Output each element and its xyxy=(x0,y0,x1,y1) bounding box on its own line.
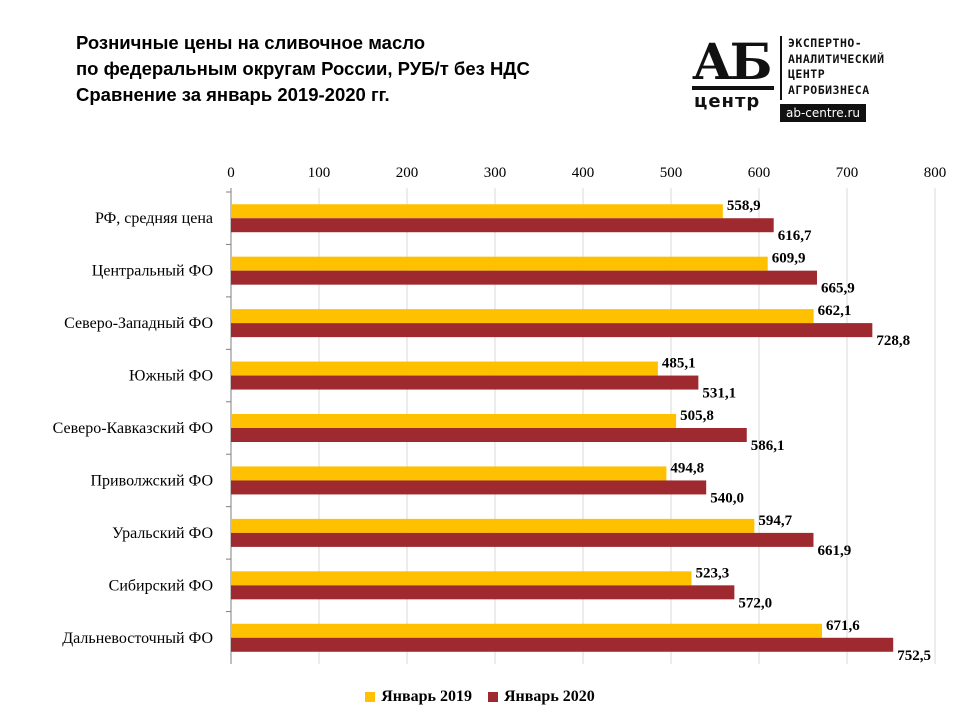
data-label: 616,7 xyxy=(778,228,812,244)
bar xyxy=(231,466,667,481)
data-label: 485,1 xyxy=(662,356,696,372)
logo-tagline-line: ЭКСПЕРТНО- xyxy=(788,36,863,50)
bar xyxy=(231,585,735,600)
bar xyxy=(231,480,707,495)
data-label: 558,9 xyxy=(727,198,761,214)
x-tick-label: 800 xyxy=(924,165,947,181)
bar xyxy=(231,623,823,638)
bar xyxy=(231,375,699,390)
logo-mark: АБ xyxy=(692,32,772,91)
data-label: 661,9 xyxy=(817,543,851,559)
x-tick-label: 100 xyxy=(308,165,331,181)
legend-label-2019: Январь 2019 xyxy=(381,688,472,705)
bar xyxy=(231,323,873,338)
bar xyxy=(231,256,768,271)
category-label: Приволжский ФО xyxy=(91,472,214,489)
x-tick-label: 500 xyxy=(660,165,683,181)
logo-mark-bar xyxy=(692,86,774,90)
data-label: 662,1 xyxy=(818,303,852,319)
category-label: Сибирский ФО xyxy=(109,577,213,594)
legend-swatch-2019 xyxy=(365,692,376,702)
bar xyxy=(231,571,692,586)
x-tick-label: 300 xyxy=(484,165,507,181)
x-tick-label: 200 xyxy=(396,165,419,181)
legend-item-2020: Январь 2020 xyxy=(488,688,595,706)
title-line-1: Розничные цены на сливочное масло xyxy=(76,32,426,53)
data-label: 586,1 xyxy=(751,438,785,454)
bar xyxy=(231,309,814,324)
title-line-3: Сравнение за январь 2019-2020 гг. xyxy=(76,84,390,105)
data-label: 540,0 xyxy=(710,490,744,506)
logo-mark-sub: центр xyxy=(694,91,761,112)
data-label: 728,8 xyxy=(876,333,910,349)
data-label: 665,9 xyxy=(821,281,855,297)
category-label: Дальневосточный ФО xyxy=(62,630,213,647)
bar xyxy=(231,270,817,285)
chart-title: Розничные цены на сливочное масло по фед… xyxy=(76,30,676,108)
data-label: 594,7 xyxy=(758,513,792,529)
category-label: Уральский ФО xyxy=(112,525,213,542)
data-label: 505,8 xyxy=(680,408,714,424)
category-label: РФ, средняя цена xyxy=(95,210,213,227)
bar xyxy=(231,414,677,428)
x-tick-label: 400 xyxy=(572,165,595,181)
bar xyxy=(231,637,894,652)
logo-divider xyxy=(780,36,782,100)
ab-centre-logo: АБ центр ЭКСПЕРТНО- АНАЛИТИЧЕСКИЙ ЦЕНТР … xyxy=(690,34,950,126)
bar xyxy=(231,518,755,533)
category-label: Северо-Западный ФО xyxy=(64,315,213,332)
logo-tagline-line: АНАЛИТИЧЕСКИЙ xyxy=(788,51,885,66)
data-label: 523,3 xyxy=(696,565,730,581)
logo-tagline-line: ЦЕНТР xyxy=(788,67,826,81)
bar xyxy=(231,361,658,376)
data-label: 752,5 xyxy=(897,648,931,664)
data-label: 531,1 xyxy=(702,386,736,402)
data-label: 494,8 xyxy=(670,460,704,476)
bar xyxy=(231,204,723,219)
logo-tagline: ЭКСПЕРТНО- АНАЛИТИЧЕСКИЙ ЦЕНТР АГРОБИЗНЕ… xyxy=(788,36,948,98)
data-label: 671,6 xyxy=(826,618,860,634)
legend-swatch-2020 xyxy=(488,692,498,702)
x-tick-label: 0 xyxy=(227,165,235,181)
legend: Январь 2019 Январь 2020 xyxy=(0,688,960,707)
legend-item-2019: Январь 2019 xyxy=(365,688,472,706)
logo-tagline-line: АГРОБИЗНЕСА xyxy=(788,82,870,97)
x-tick-label: 700 xyxy=(836,165,859,181)
data-label: 609,9 xyxy=(772,251,806,267)
x-tick-label: 600 xyxy=(748,165,771,181)
category-label: Северо-Кавказский ФО xyxy=(53,420,213,437)
legend-label-2020: Январь 2020 xyxy=(504,688,595,705)
category-label: Центральный ФО xyxy=(92,263,213,280)
logo-site-url: ab-centre.ru xyxy=(780,104,866,122)
title-line-2: по федеральным округам России, РУБ/т без… xyxy=(76,58,530,79)
data-label: 572,0 xyxy=(738,595,772,611)
bar xyxy=(231,218,774,233)
bar xyxy=(231,428,747,442)
category-label: Южный ФО xyxy=(129,368,213,385)
bar xyxy=(231,532,814,547)
